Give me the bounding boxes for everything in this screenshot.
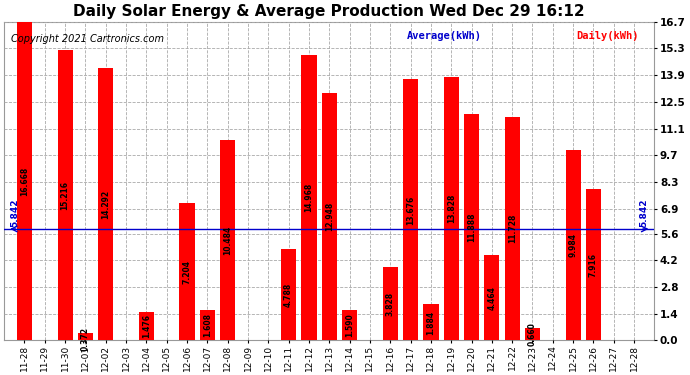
Bar: [444, 76, 459, 340]
Text: Average(kWh): Average(kWh): [407, 31, 482, 41]
Bar: [57, 50, 72, 340]
Text: 1.590: 1.590: [345, 314, 354, 337]
Text: 7.916: 7.916: [589, 253, 598, 277]
Text: 4.788: 4.788: [284, 283, 293, 307]
Text: 11.728: 11.728: [508, 214, 517, 243]
Bar: [179, 203, 195, 340]
Text: 1.608: 1.608: [203, 313, 212, 337]
Text: 12.948: 12.948: [325, 202, 334, 231]
Text: 7.204: 7.204: [183, 260, 192, 284]
Bar: [139, 312, 154, 340]
Text: 9.984: 9.984: [569, 233, 578, 257]
Text: Daily(kWh): Daily(kWh): [576, 31, 639, 41]
Bar: [464, 114, 479, 340]
Bar: [342, 310, 357, 340]
Text: 16.668: 16.668: [20, 167, 29, 196]
Bar: [525, 328, 540, 340]
Bar: [504, 117, 520, 340]
Bar: [199, 310, 215, 340]
Text: 0.660: 0.660: [528, 322, 537, 346]
Bar: [98, 68, 113, 340]
Bar: [586, 189, 601, 340]
Bar: [383, 267, 398, 340]
Text: Copyright 2021 Cartronics.com: Copyright 2021 Cartronics.com: [10, 34, 164, 45]
Text: 10.484: 10.484: [223, 226, 233, 255]
Text: 11.888: 11.888: [467, 212, 476, 242]
Bar: [281, 249, 296, 340]
Bar: [423, 304, 439, 340]
Text: 1.884: 1.884: [426, 310, 435, 334]
Text: 5.842: 5.842: [10, 198, 19, 227]
Text: 0.372: 0.372: [81, 327, 90, 351]
Text: 13.828: 13.828: [446, 194, 455, 223]
Text: 15.216: 15.216: [61, 181, 70, 210]
Bar: [322, 93, 337, 340]
Bar: [302, 55, 317, 340]
Bar: [403, 80, 418, 340]
Bar: [484, 255, 500, 340]
Text: 5.842: 5.842: [640, 198, 649, 227]
Text: 4.464: 4.464: [487, 286, 496, 310]
Title: Daily Solar Energy & Average Production Wed Dec 29 16:12: Daily Solar Energy & Average Production …: [73, 4, 585, 19]
Text: 1.476: 1.476: [142, 314, 151, 338]
Bar: [78, 333, 93, 340]
Bar: [566, 150, 581, 340]
Text: 14.968: 14.968: [304, 183, 313, 212]
Bar: [17, 22, 32, 341]
Text: 14.292: 14.292: [101, 189, 110, 219]
Bar: [220, 140, 235, 340]
Text: 3.828: 3.828: [386, 292, 395, 316]
Text: 13.676: 13.676: [406, 195, 415, 225]
